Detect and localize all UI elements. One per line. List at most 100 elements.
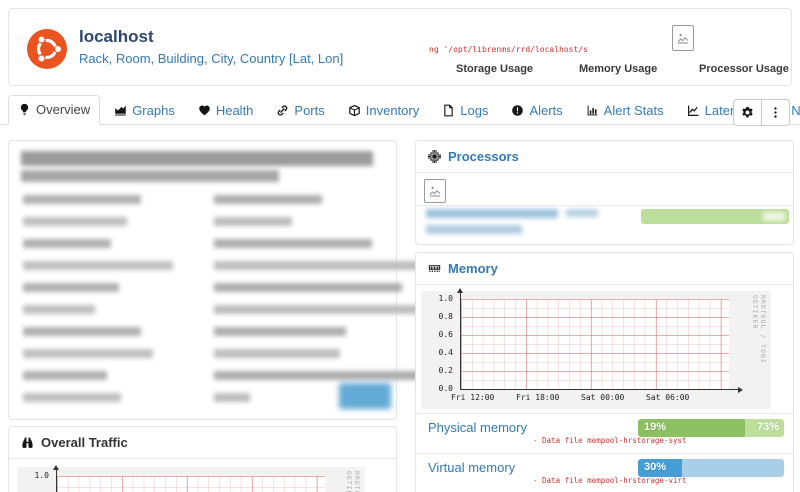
- cube-icon: [348, 104, 361, 117]
- redacted-field-value: [214, 327, 346, 336]
- y-axis-tick-label: 1.0: [34, 471, 49, 480]
- usage-bar-fill: 19%: [638, 419, 745, 437]
- redacted-field-label: [23, 327, 141, 336]
- redacted-field-label: [23, 283, 119, 292]
- redacted-field-label: [23, 195, 141, 204]
- device-header: localhost Rack, Room, Building, City, Co…: [8, 8, 792, 86]
- redacted-field-value: [214, 261, 546, 270]
- tabbar-divider: [0, 124, 800, 125]
- redacted-system-description: [21, 170, 279, 182]
- overall-traffic-graph: RRDTOOL / TOBI OETIKER 1.00.8: [17, 465, 365, 492]
- x-axis-tick-label: Fri 18:00: [516, 393, 560, 402]
- y-axis-tick-label: 0.4: [438, 348, 453, 357]
- tab-graphs[interactable]: Graphs: [105, 97, 184, 125]
- mempool-usage-bar: 19% 73%: [638, 419, 784, 437]
- y-axis-tick-label: 0.8: [438, 312, 453, 321]
- tab-label: Ports: [294, 103, 325, 118]
- redacted-field-value: [214, 349, 340, 358]
- ubuntu-logo-icon: [27, 29, 67, 69]
- tab-label: Logs: [460, 103, 489, 118]
- rrd-error-text: ng '/opt/librenms/rrd/localhost/s: [429, 45, 588, 54]
- y-axis-tick-label: 0.0: [438, 384, 453, 393]
- tab-logs[interactable]: Logs: [433, 97, 497, 125]
- broken-image-icon: [424, 179, 446, 203]
- overall-traffic-header: Overall Traffic: [9, 427, 396, 459]
- y-axis-tick-label: 0.6: [438, 330, 453, 339]
- tab-ports[interactable]: Ports: [267, 97, 333, 125]
- heart-icon: [198, 104, 211, 117]
- redacted-field-value: [214, 239, 372, 248]
- tab-inventory[interactable]: Inventory: [339, 97, 428, 125]
- device-tabs: Overview Graphs Health Ports Inventory Logs Al…: [8, 95, 800, 125]
- mempool-row: Physical memory - Data file mempool-hrsto…: [416, 413, 793, 454]
- device-menu-button[interactable]: [761, 99, 790, 126]
- area-chart-icon: [114, 104, 127, 117]
- memory-graph: RRDTOOL / TOBI OETIKER 1.0 0.8 0.6 0.4 0.2 0.…: [421, 288, 771, 409]
- alert-circle-icon: [511, 104, 524, 117]
- redacted-field-value: [214, 195, 322, 204]
- tab-label: Graphs: [132, 103, 175, 118]
- cpu-chip-icon: [428, 150, 441, 163]
- redacted-field-value: [214, 371, 514, 380]
- file-icon: [442, 104, 455, 117]
- redacted-text: [566, 209, 598, 217]
- usage-percent-label: 19%: [644, 421, 667, 433]
- tab-overview[interactable]: Overview: [8, 95, 101, 125]
- kebab-menu-icon: [769, 106, 782, 119]
- redacted-processor-link[interactable]: [426, 209, 558, 218]
- x-axis-tick-label: Sat 06:00: [646, 393, 690, 402]
- bar-chart-icon: [586, 104, 599, 117]
- usage-percent-label: 30%: [644, 461, 667, 473]
- device-settings-button[interactable]: [733, 99, 761, 126]
- redacted-field-value: [214, 393, 250, 402]
- redacted-location-badge[interactable]: [339, 383, 391, 409]
- tab-label: Overview: [36, 102, 91, 117]
- tab-label: Notes: [791, 103, 800, 118]
- memory-panel: Memory RRDTOOL / TOBI OETIKER 1.0 0.8 0.6 0…: [415, 252, 794, 492]
- mempool-link[interactable]: Physical memory: [428, 420, 527, 435]
- redacted-system-description: [21, 151, 373, 166]
- divider: [416, 205, 793, 206]
- line-chart-icon: [687, 104, 700, 117]
- redacted-field-label: [23, 239, 111, 248]
- system-panel: [8, 140, 546, 420]
- tab-alerts[interactable]: Alerts: [502, 97, 571, 125]
- mempool-usage-bar: 30%: [638, 459, 784, 477]
- peak-percent-label: 73%: [756, 421, 779, 433]
- mempool-row: Virtual memory - Data file mempool-hrstor…: [416, 453, 793, 492]
- rrdtool-watermark: RRDTOOL / TOBI OETIKER: [751, 295, 767, 364]
- redacted-field-label: [23, 261, 173, 270]
- mempool-link[interactable]: Virtual memory: [428, 460, 516, 475]
- tab-label: Alert Stats: [603, 103, 664, 118]
- memory-header: Memory: [416, 253, 793, 285]
- overall-traffic-title: Overall Traffic: [41, 435, 128, 450]
- redacted-field-value: [214, 305, 502, 314]
- redacted-field-label: [23, 393, 121, 402]
- processor-usage-label[interactable]: Processor Usage: [699, 63, 789, 75]
- memory-usage-label[interactable]: Memory Usage: [579, 63, 658, 75]
- gear-icon: [741, 106, 754, 119]
- processors-panel: Processors: [415, 140, 794, 245]
- redacted-field-label: [23, 305, 95, 314]
- tab-label: Health: [215, 103, 254, 118]
- memory-panel-title[interactable]: Memory: [448, 261, 498, 276]
- y-axis-tick-label: 1.0: [438, 294, 453, 303]
- tab-label: Inventory: [365, 103, 420, 118]
- tab-health[interactable]: Health: [189, 97, 263, 125]
- mempool-error-text: - Data file mempool-hrstorage-syst: [533, 436, 687, 445]
- tab-label: Alerts: [529, 103, 563, 118]
- device-hostname: localhost: [79, 27, 154, 46]
- processors-panel-title[interactable]: Processors: [448, 149, 519, 164]
- rrdtool-watermark: RRDTOOL / TOBI OETIKER: [345, 471, 361, 492]
- ram-memory-icon: [428, 262, 441, 275]
- processors-header: Processors: [416, 141, 793, 173]
- broken-image-icon: [672, 25, 694, 51]
- redacted-field-value: [214, 283, 402, 292]
- link-icon: [276, 104, 289, 117]
- storage-usage-label[interactable]: Storage Usage: [456, 63, 534, 75]
- redacted-field-label: [23, 217, 127, 226]
- tab-alert-stats[interactable]: Alert Stats: [577, 97, 673, 125]
- redacted-field-label: [23, 349, 153, 358]
- redacted-percentage: [763, 212, 785, 221]
- x-axis-tick-label: Fri 12:00: [451, 393, 495, 402]
